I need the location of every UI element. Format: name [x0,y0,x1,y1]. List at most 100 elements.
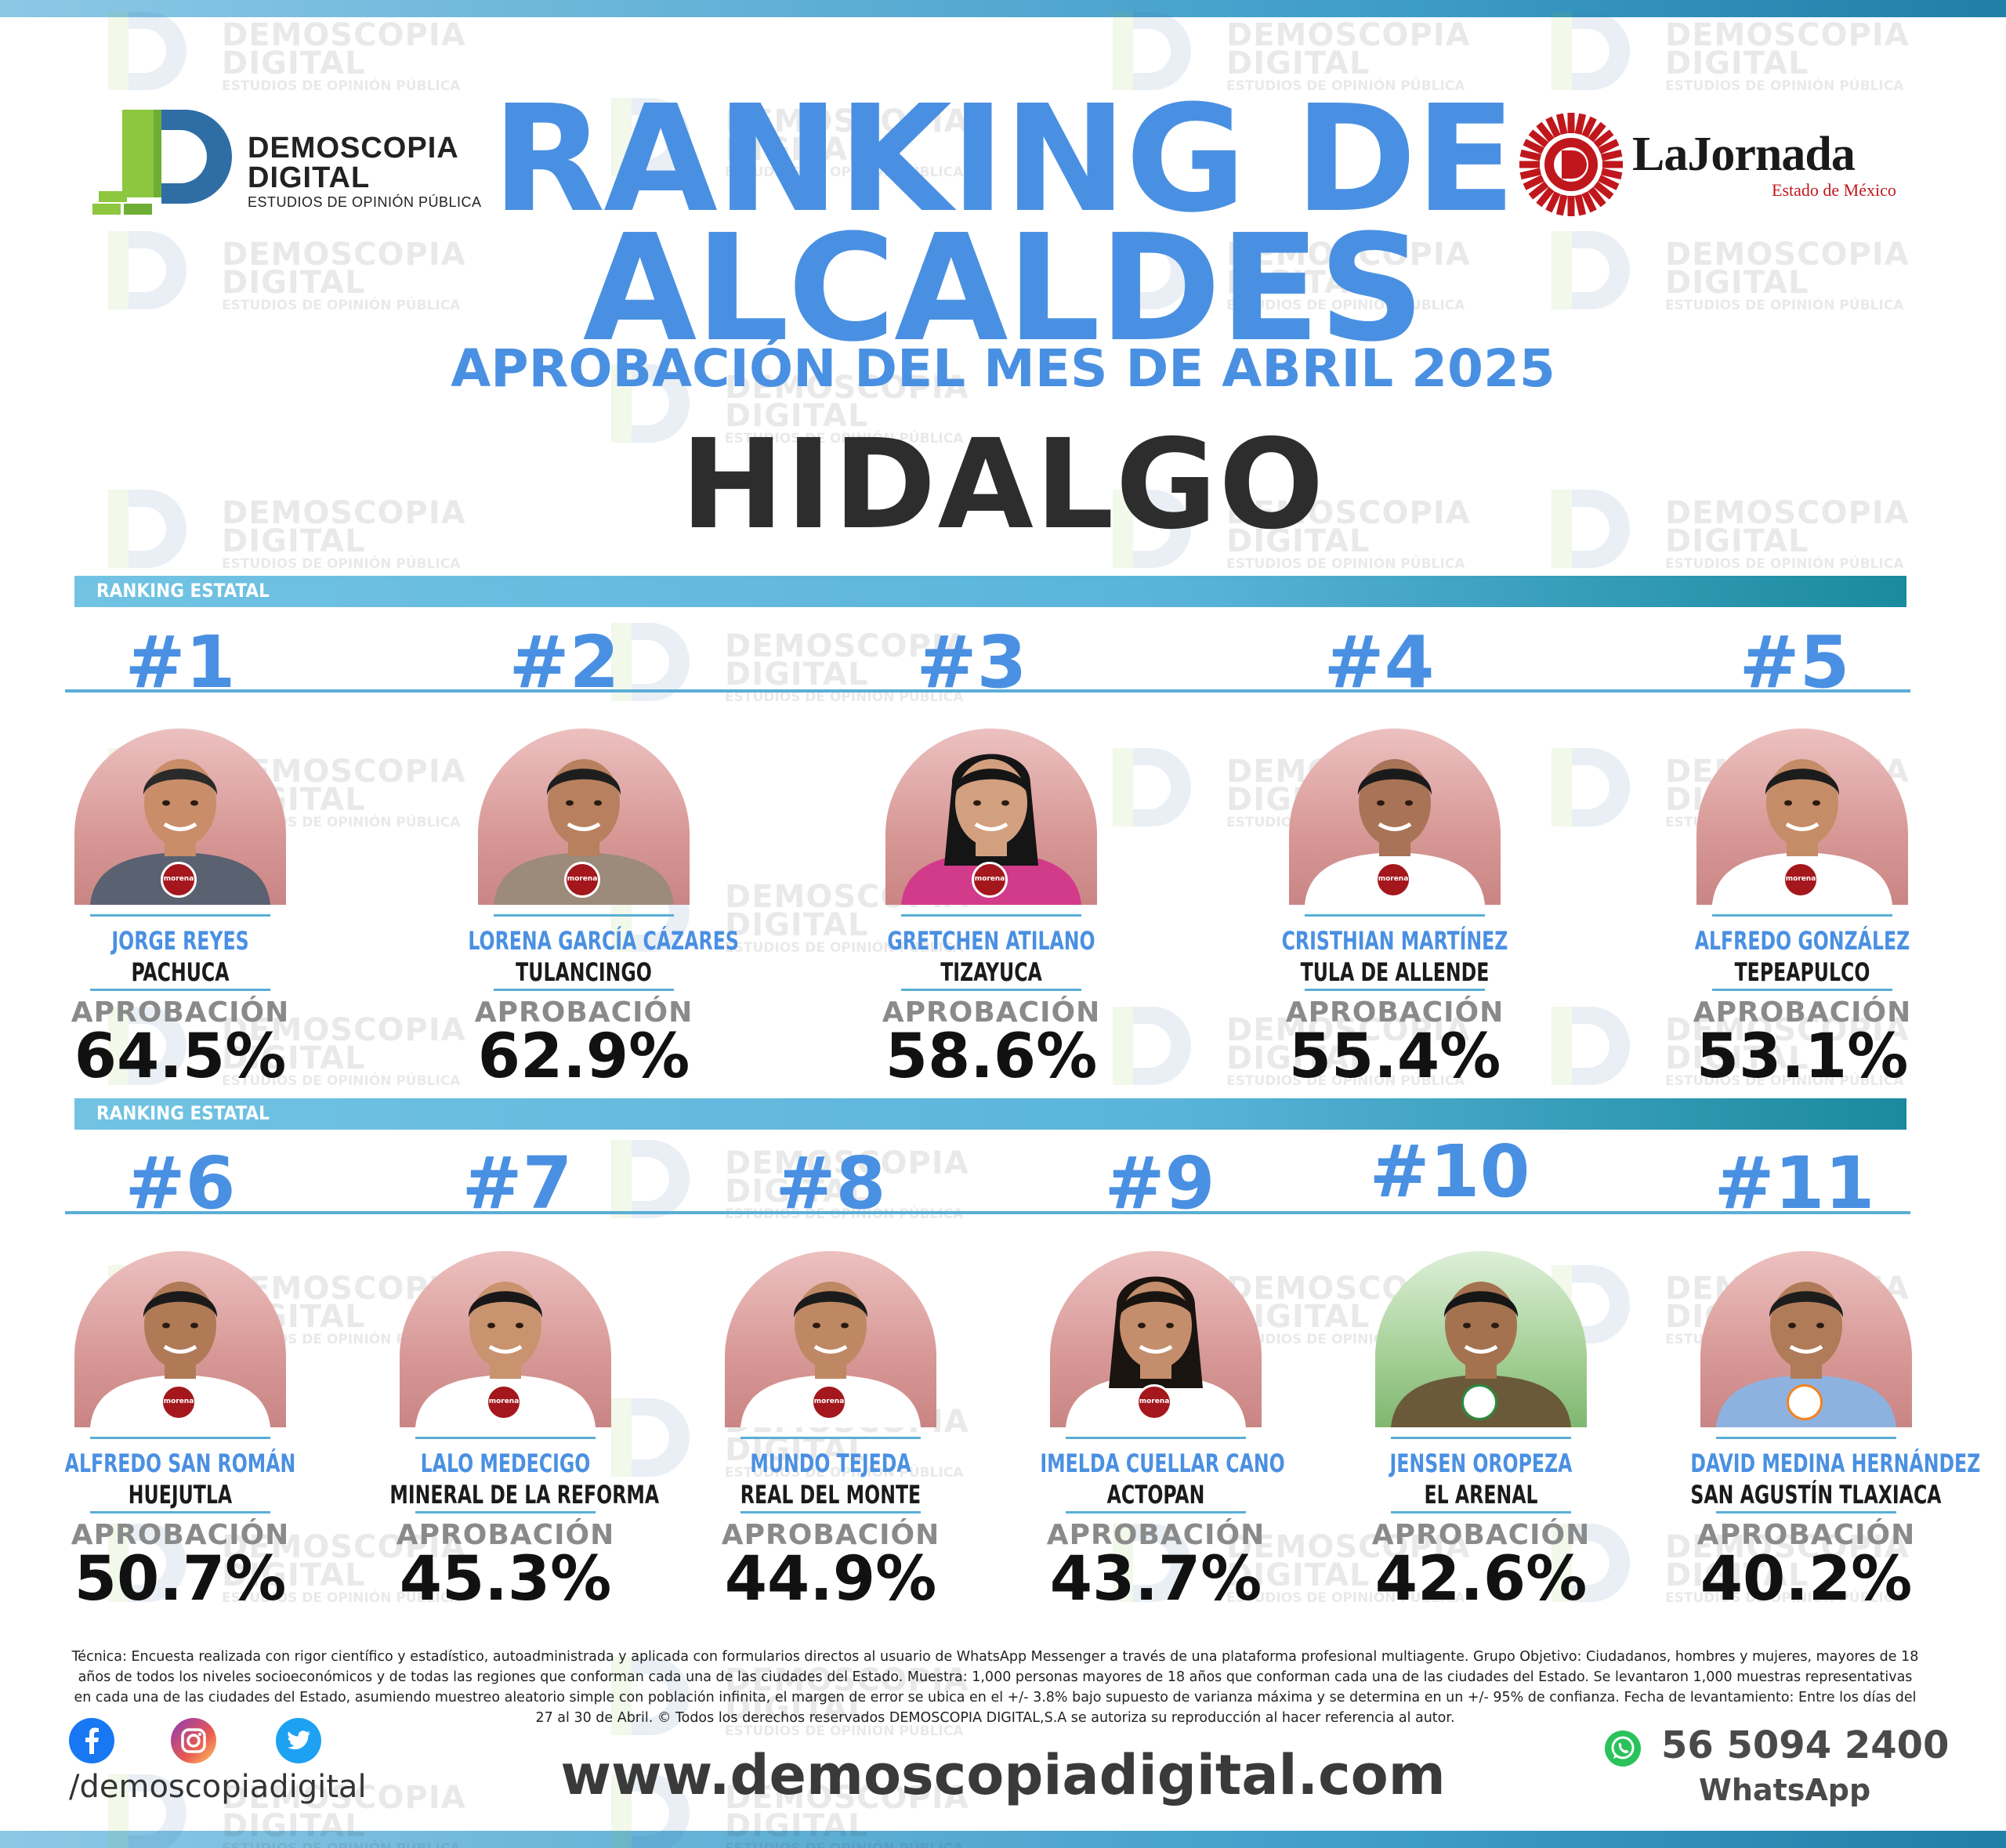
mayor-card: PRI JENSEN OROPEZA EL ARENAL APROBACIÓN 42.6… [1356,1251,1606,1815]
watermark-tagline: ESTUDIOS DE OPINIÓN PÚBLICA [1226,78,1465,94]
city-divider [740,1511,921,1513]
watermark-line1: DEMOSCOPIA [222,1780,466,1816]
city-divider [1305,989,1485,991]
watermark-tagline: ESTUDIOS DE OPINIÓN PÚBLICA [725,1465,964,1481]
watermark-tagline: ESTUDIOS DE OPINIÓN PÚBLICA [725,1206,964,1222]
watermark-line2: DIGITAL [222,1557,366,1593]
municipality-name: TEPEAPULCO [1734,957,1870,987]
watermark-line1: DEMOSCOPIA [1226,1012,1471,1048]
approval-label: APROBACIÓN [396,1519,615,1551]
watermark-line2: DIGITAL [1226,1557,1371,1593]
demoscopia-logo-tagline: ESTUDIOS DE OPINIÓN PÚBLICA [248,194,482,210]
title-line2: ALCALDES [582,203,1425,374]
watermark-line2: DIGITAL [1226,523,1371,559]
mayor-name: JORGE REYES [111,926,249,956]
watermark-line1: DEMOSCOPIA [222,495,466,531]
whatsapp-label: WhatsApp [1699,1773,1871,1807]
approval-label: APROBACIÓN [71,1519,290,1551]
mayor-card: morena LALO MEDECIGO MINERAL DE LA REFORMA… [380,1251,659,1815]
twitter-icon[interactable] [276,1718,321,1763]
municipality-name: EL ARENAL [1424,1480,1538,1510]
watermark-line1: DEMOSCOPIA [1665,17,1910,53]
approval-label: APROBACIÓN [474,996,693,1029]
approval-percentage: 58.6% [885,1022,1098,1092]
mayor-card: morena GRETCHEN ATILANO TIZAYUCA APROBACIÓN… [866,729,1117,1293]
morena-badge: morena [1375,862,1411,898]
watermark-tagline: ESTUDIOS DE OPINIÓN PÚBLICA [725,1723,964,1739]
rank-number: #9 [1104,1141,1215,1225]
subtitle: APROBACIÓN DEL MES DE ABRIL 2025 [451,338,1555,399]
watermark-tagline: ESTUDIOS DE OPINIÓN PÚBLICA [1226,556,1465,572]
watermark-tagline: ESTUDIOS DE OPINIÓN PÚBLICA [222,1590,461,1606]
watermark-line1: DEMOSCOPIA [725,103,969,139]
approval-label: APROBACIÓN [1696,1519,1916,1551]
watermark-line2: DIGITAL [1665,265,1809,301]
watermark-line2: DIGITAL [1226,45,1371,81]
approval-percentage: 45.3% [399,1544,612,1615]
party-label: morena [567,875,598,883]
municipality-name: TULANCINGO [516,957,652,987]
morena-badge: morena [972,862,1008,898]
demoscopia-d-icon [92,110,232,215]
social-handle[interactable]: /demoscopiadigital [69,1769,367,1805]
photo-frame [74,729,286,905]
approval-label: APROBACIÓN [1371,1519,1591,1551]
mayor-name: GRETCHEN ATILANO [887,926,1095,956]
rank-number: #7 [462,1141,573,1225]
party-label: morena [488,1398,520,1405]
city-divider [1066,1511,1246,1513]
city-divider [90,1511,270,1513]
watermark-d-icon [1113,231,1191,309]
mayor-photo [1305,759,1485,905]
approval-percentage: 43.7% [1049,1544,1262,1615]
watermark-d-icon [611,1398,690,1477]
section-label: RANKING ESTATAL [96,1102,270,1124]
watermark-line1: DEMOSCOPIA [1226,1529,1471,1565]
watermark-line1: DEMOSCOPIA [222,1529,466,1565]
watermark-line1: DEMOSCOPIA [1665,495,1910,531]
mayor-card: morena JORGE REYES PACHUCA APROBACIÓN 64.5% [55,729,306,1293]
name-divider [1716,1437,1896,1439]
watermark-line2: DIGITAL [725,398,869,434]
approval-percentage: 50.7% [74,1544,287,1615]
bottom-accent-bar [0,1831,2006,1848]
watermark-line2: DIGITAL [1665,523,1809,559]
watermark-d-icon [1552,1007,1630,1085]
watermark-tagline: ESTUDIOS DE OPINIÓN PÚBLICA [222,556,461,572]
la-jornada-subtitle: Estado de México [1772,180,1896,200]
morena-badge: morena [811,1384,847,1420]
watermark-line2: DIGITAL [222,1040,366,1076]
watermark-d-icon [611,1140,690,1218]
watermark-d-icon [108,1524,186,1602]
party-label: morena [1139,1398,1170,1405]
watermark-line1: DEMOSCOPIA [222,1012,466,1048]
watermark-line2: DIGITAL [222,45,366,81]
instagram-icon[interactable] [171,1718,216,1763]
watermark-d-icon [108,490,186,568]
whatsapp-icon[interactable] [1605,1730,1641,1767]
rank-number: #10 [1369,1130,1530,1213]
rank-number: #1 [125,620,236,704]
watermark-line1: DEMOSCOPIA [1665,1012,1910,1048]
facebook-icon[interactable] [69,1718,114,1763]
website-url[interactable]: www.demoscopiadigital.com [560,1743,1446,1807]
morena-badge: morena [564,862,600,898]
party-label: morena [163,1398,194,1405]
section-bar-top: RANKING ESTATAL [74,576,1906,607]
name-divider [740,1437,921,1439]
watermark-d-icon [108,231,186,309]
party-label: morena [974,875,1005,883]
watermark-line2: DIGITAL [725,1808,869,1844]
whatsapp-phone[interactable]: 56 5094 2400 [1661,1723,1950,1767]
rank-divider-top [65,689,1910,693]
